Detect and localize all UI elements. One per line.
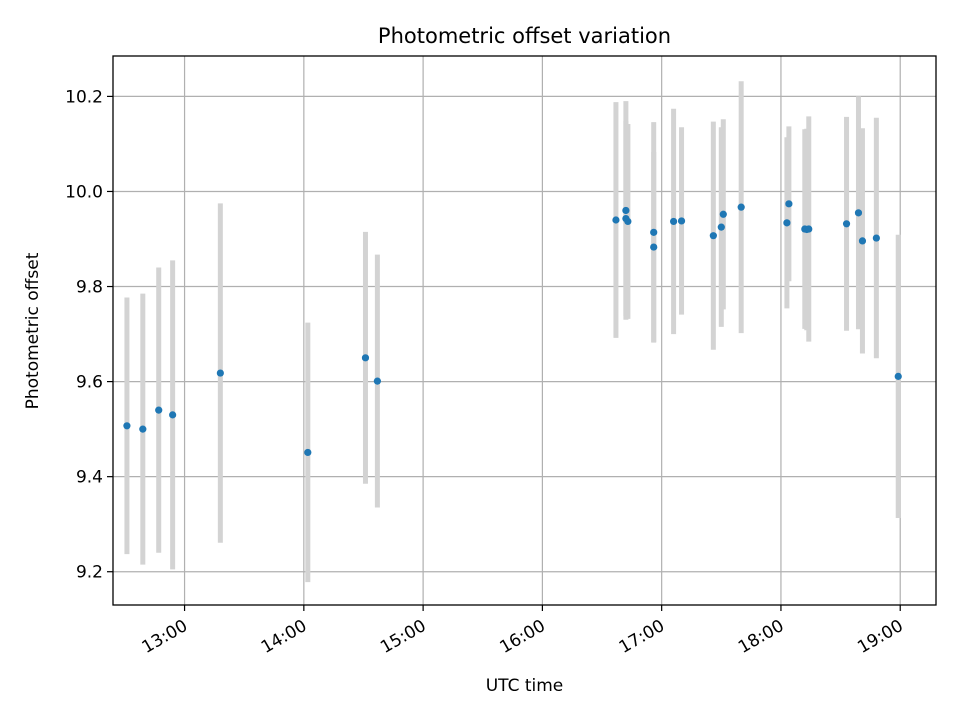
y-tick-label: 9.2	[76, 563, 103, 583]
y-tick-label: 9.8	[76, 278, 103, 298]
data-point	[872, 234, 880, 242]
data-point	[842, 220, 851, 228]
data-point	[373, 377, 381, 385]
x-tick-label: 15:00	[377, 616, 429, 658]
data-point	[854, 209, 863, 217]
errorbar-layer	[124, 81, 901, 583]
data-point	[304, 448, 312, 457]
data-point	[622, 206, 630, 215]
y-tick-label: 10.2	[65, 87, 103, 107]
data-point	[805, 225, 813, 233]
data-point	[709, 232, 717, 240]
y-tick-label: 9.6	[76, 373, 103, 393]
y-axis-label: Photometric offset	[23, 252, 43, 409]
data-point	[139, 425, 147, 433]
data-point	[123, 422, 131, 430]
chart-title: Photometric offset variation	[378, 24, 671, 48]
x-tick-label: 18:00	[735, 616, 787, 658]
data-point	[361, 354, 370, 362]
point-layer	[123, 200, 902, 457]
data-point	[894, 372, 902, 380]
data-point	[169, 411, 177, 419]
data-point	[624, 217, 632, 226]
x-tick-label: 16:00	[496, 616, 548, 658]
data-point	[785, 200, 793, 208]
data-point	[669, 217, 678, 226]
data-point	[717, 223, 725, 231]
x-tick-label: 19:00	[854, 616, 906, 658]
data-point	[216, 369, 224, 377]
data-point	[858, 237, 867, 245]
data-point	[737, 203, 745, 211]
data-point	[719, 210, 727, 218]
data-point	[650, 228, 658, 236]
x-tick-label: 17:00	[616, 616, 668, 658]
data-point	[783, 219, 791, 227]
y-tick-label: 10.0	[65, 182, 103, 202]
data-point	[155, 406, 163, 414]
data-point	[612, 216, 620, 224]
x-tick-label: 13:00	[139, 616, 191, 658]
data-point	[677, 217, 686, 225]
plot-frame	[112, 55, 937, 606]
x-tick-label: 14:00	[258, 616, 310, 658]
x-axis-label: UTC time	[486, 676, 564, 696]
y-tick-label: 9.4	[76, 468, 103, 488]
data-point	[650, 243, 658, 251]
grid-layer	[113, 56, 936, 605]
